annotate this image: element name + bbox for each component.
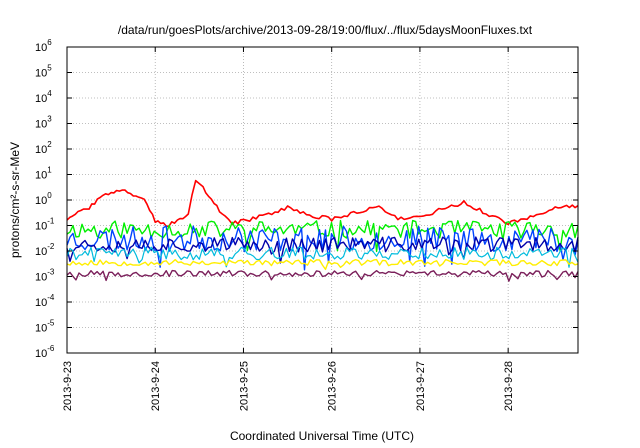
y-tick-label: 103: [35, 115, 52, 131]
y-tick-label: 104: [35, 89, 52, 105]
y-axis-label: protons/cm²-s-sr-MeV: [8, 142, 22, 258]
y-tick-label: 10-5: [35, 319, 55, 335]
x-tick-labels: 2013-9-23 2013-9-24 2013-9-25 2013-9-26 2013…: [62, 47, 515, 411]
y-tick-label: 106: [35, 38, 52, 54]
y-tick-label: 100: [35, 191, 52, 207]
series-group: [66, 179, 579, 282]
y-tick-label: 10-6: [35, 344, 55, 360]
x-tick-label: 2013-9-28: [503, 361, 515, 411]
series-line-7: [66, 269, 579, 282]
chart-title: /data/run/goesPlots/archive/2013-09-28/1…: [118, 23, 533, 37]
y-tick-label: 101: [35, 166, 52, 182]
series-line-1: [66, 179, 579, 228]
x-tick-label: 2013-9-27: [415, 361, 427, 411]
x-tick-label: 2013-9-23: [62, 361, 74, 411]
y-tick-label: 102: [35, 140, 52, 156]
series-line-5: [66, 246, 579, 268]
y-tick-label: 10-4: [35, 293, 55, 309]
y-tick-label: 10-1: [35, 217, 55, 233]
x-tick-label: 2013-9-24: [150, 361, 162, 411]
y-tick-label: 105: [35, 64, 52, 80]
y-tick-label: 10-2: [35, 242, 55, 258]
series-line-2: [66, 219, 579, 253]
grid-lines: [67, 47, 578, 353]
x-tick-label: 2013-9-25: [238, 361, 250, 411]
y-tick-label: 10-3: [35, 268, 55, 284]
y-tick-labels: 10-6 10-5 10-4 10-3 10-2 10-1 100 101 102 103 104 1…: [35, 38, 578, 360]
x-axis-label: Coordinated Universal Time (UTC): [230, 429, 414, 443]
series-line-6: [66, 258, 579, 271]
x-tick-label: 2013-9-26: [327, 361, 339, 411]
